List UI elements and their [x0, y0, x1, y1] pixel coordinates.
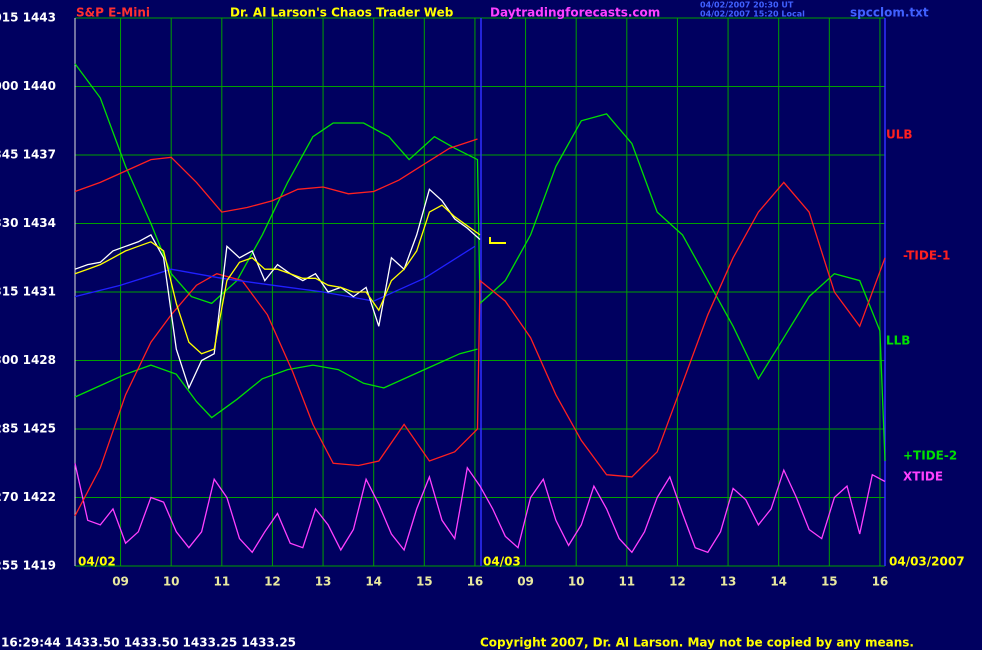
x-tick-label: 12 — [264, 575, 281, 589]
x-tick-label: 16 — [467, 575, 484, 589]
series-label: +TIDE-2 — [903, 449, 957, 463]
series-line — [74, 63, 886, 462]
y-tick-label: 270 1422 — [0, 490, 56, 504]
x-tick-label: 13 — [720, 575, 737, 589]
forecast-marker — [489, 237, 506, 244]
file-name: spcclom.txt — [850, 6, 929, 20]
x-tick-label: 15 — [821, 575, 838, 589]
series-line — [74, 348, 478, 419]
chart-title: Dr. Al Larson's Chaos Trader Web — [230, 6, 454, 20]
date-label: 04/03 — [483, 555, 521, 569]
x-tick-label: 14 — [365, 575, 382, 589]
y-tick-label: 315 1431 — [0, 285, 56, 299]
timestamp: 04/02/2007 15:20 Local — [700, 10, 805, 19]
timestamp: 04/02/2007 20:30 UT — [700, 1, 794, 10]
website: Daytradingforecasts.com — [490, 6, 660, 20]
series-line — [74, 204, 481, 355]
x-tick-label: 12 — [669, 575, 686, 589]
copyright: Copyright 2007, Dr. Al Larson. May not b… — [480, 636, 914, 650]
x-tick-label: 10 — [568, 575, 585, 589]
series-label: ULB — [886, 128, 913, 142]
x-tick-label: 11 — [618, 575, 635, 589]
y-tick-label: 345 1437 — [0, 148, 56, 162]
series-label: LLB — [886, 334, 910, 348]
series-line — [74, 463, 886, 554]
x-tick-label: 16 — [872, 575, 889, 589]
x-tick-label: 10 — [163, 575, 180, 589]
y-tick-label: 255 1419 — [0, 559, 56, 573]
x-tick-label: 09 — [517, 575, 534, 589]
series-label: XTIDE — [903, 470, 943, 484]
series-line — [74, 245, 476, 302]
series-label: -TIDE-1 — [903, 249, 950, 263]
series-line — [74, 138, 478, 213]
y-tick-label: 000 1440 — [0, 79, 56, 93]
y-tick-label: 015 1443 — [0, 11, 56, 25]
x-tick-label: 13 — [315, 575, 332, 589]
instrument: S&P E-Mini — [76, 6, 150, 20]
y-tick-label: 285 1425 — [0, 422, 56, 436]
series-line — [74, 181, 886, 517]
x-tick-label: 09 — [112, 575, 129, 589]
y-tick-label: 330 1434 — [0, 216, 56, 230]
x-tick-label: 14 — [770, 575, 787, 589]
date-label: 04/02 — [78, 555, 116, 569]
y-tick-label: 300 1428 — [0, 353, 56, 367]
series-group — [74, 63, 886, 554]
quote: 16:29:44 1433.50 1433.50 1433.25 1433.25 — [1, 636, 296, 650]
date-label: 04/03/2007 — [889, 555, 965, 569]
x-tick-label: 15 — [416, 575, 433, 589]
series-line — [74, 188, 481, 390]
x-tick-label: 11 — [213, 575, 230, 589]
